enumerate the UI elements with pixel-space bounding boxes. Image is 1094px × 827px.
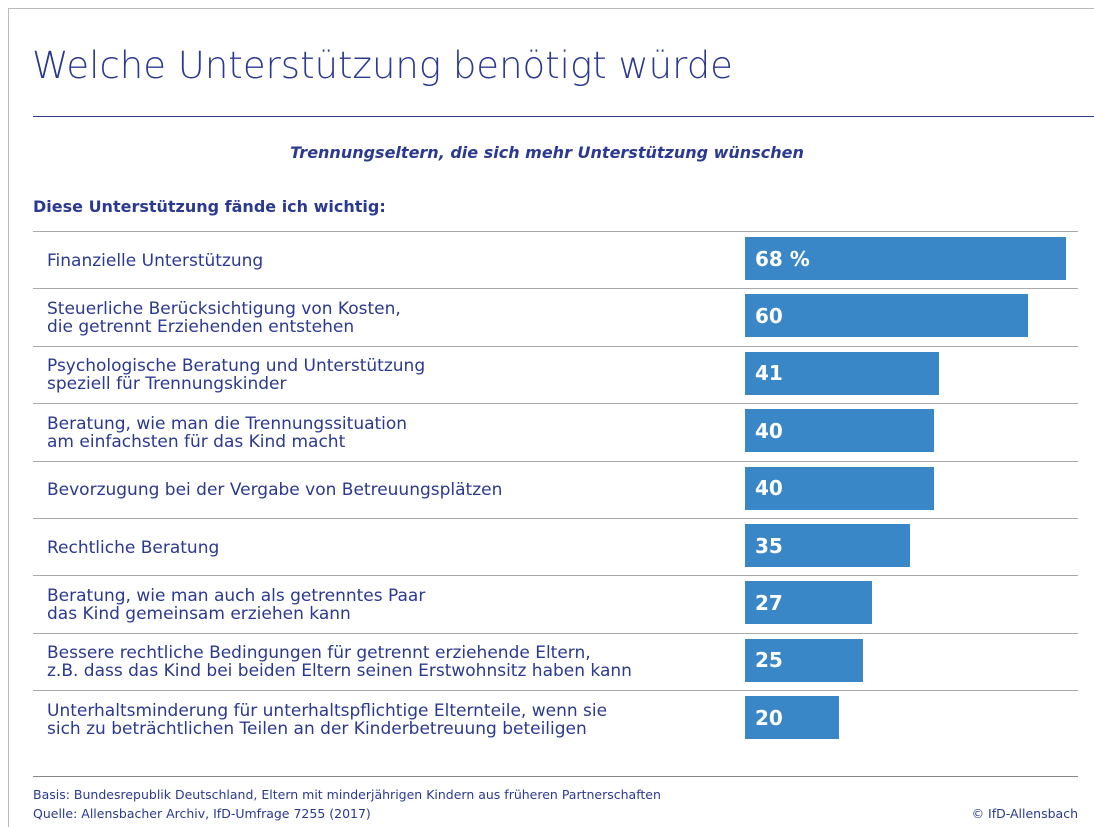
row: Rechtliche Beratung 35: [33, 518, 1078, 576]
value-label: 68 %: [755, 246, 810, 271]
basis: Basis: Bundesrepublik Deutschland, Elter…: [33, 787, 661, 802]
category-label: Rechtliche Beratung: [47, 537, 220, 558]
category-label: Unterhaltsminderung für unterhaltspflich…: [47, 700, 608, 739]
category-label: Beratung, wie man die Trennungssituation…: [47, 413, 408, 452]
value-label: 41: [755, 361, 783, 386]
subtitle: Trennungseltern, die sich mehr Unterstüt…: [290, 143, 804, 162]
row: Bessere rechtliche Bedingungen für getre…: [33, 632, 1078, 691]
value-label: 35: [755, 533, 783, 558]
category-label: Psychologische Beratung und Unterstützun…: [47, 356, 426, 395]
value-label: 60: [755, 303, 783, 328]
row: Finanzielle Unterstützung 68 %: [33, 231, 1078, 289]
source: Quelle: Allensbacher Archiv, IfD-Umfrage…: [33, 806, 371, 821]
bar: [745, 524, 911, 567]
row: Unterhaltsminderung für unterhaltspflich…: [33, 690, 1078, 748]
bar: [745, 581, 873, 625]
bar: [745, 466, 934, 510]
row: Beratung, wie man die Trennungssituation…: [33, 403, 1078, 461]
value-label: 25: [755, 648, 783, 673]
bar: [745, 351, 939, 395]
value-label: 40: [755, 476, 783, 501]
bar: [745, 696, 840, 740]
category-label: Steuerliche Berücksichtigung von Kosten,…: [47, 298, 401, 337]
row: Psychologische Beratung und Unterstützun…: [33, 345, 1078, 404]
bar: [745, 409, 934, 453]
heading: Diese Unterstützung fände ich wichtig:: [33, 197, 386, 216]
category-label: Beratung, wie man auch als getrenntes Pa…: [47, 585, 426, 624]
row: Steuerliche Berücksichtigung von Kosten,…: [33, 288, 1078, 346]
row: Bevorzugung bei der Vergabe von Betreuun…: [33, 460, 1078, 519]
chart-title: Welche Unterstützung benötigt würde: [32, 44, 733, 87]
value-label: 27: [755, 590, 783, 615]
divider: [33, 116, 1094, 117]
bar: [745, 237, 1066, 280]
frame: [8, 8, 1094, 827]
divider: [33, 776, 1078, 777]
category-label: Finanzielle Unterstützung: [47, 250, 264, 271]
copyright: © IfD-Allensbach: [971, 806, 1078, 821]
bar: [745, 638, 863, 682]
bar: [745, 294, 1029, 338]
category-label: Bessere rechtliche Bedingungen für getre…: [47, 643, 632, 682]
category-label: Bevorzugung bei der Vergabe von Betreuun…: [47, 480, 503, 501]
row: Beratung, wie man auch als getrenntes Pa…: [33, 575, 1078, 633]
value-label: 40: [755, 418, 783, 443]
value-label: 20: [755, 705, 783, 730]
